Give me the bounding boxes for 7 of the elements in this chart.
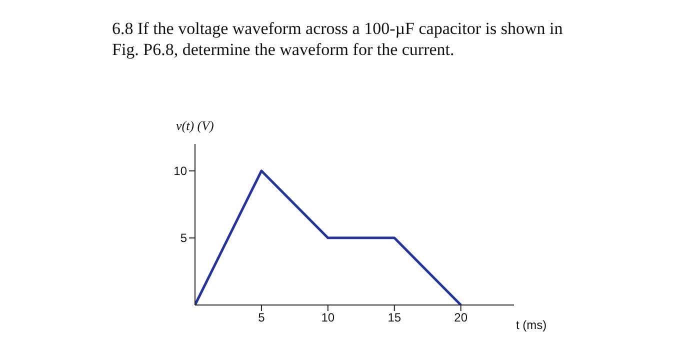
x-tick-label: 10 bbox=[321, 310, 335, 325]
chart-title: 6.8 If the voltage waveform across a 100-µF capacitor is shown in Fig. P6.8, determine the waveform for the current. bbox=[112, 18, 564, 60]
x-axis-title: t (ms) bbox=[516, 318, 547, 332]
y-axis-title: v(t) (V) bbox=[176, 118, 214, 134]
x-tick-label: 5 bbox=[258, 310, 266, 325]
x-tick-label: 20 bbox=[454, 310, 468, 325]
x-tick-label: 15 bbox=[388, 310, 402, 325]
